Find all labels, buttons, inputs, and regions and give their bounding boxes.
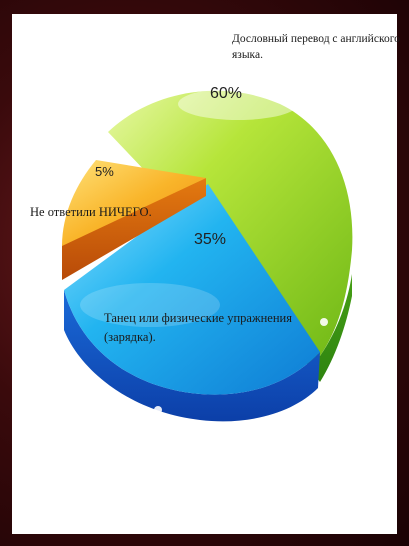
slice-blue	[64, 184, 320, 395]
pct-label-green: 60%	[210, 85, 242, 102]
label-orange: Не ответили НИЧЕГО.	[30, 205, 152, 219]
label-green-line2: языка.	[232, 49, 263, 61]
label-blue-line2: (зарядка).	[104, 330, 156, 344]
slice-orange	[62, 160, 206, 246]
pct-label-blue: 35%	[194, 231, 226, 248]
slice-blue-side	[64, 290, 320, 422]
label-blue-line1: Танец или физические упражнения	[104, 311, 292, 325]
slice-orange-side	[62, 178, 206, 280]
sparkle-1	[320, 318, 328, 326]
pct-label-orange: 5%	[95, 164, 114, 179]
highlight-green	[178, 88, 298, 120]
sparkle-2	[154, 406, 162, 414]
highlight-blue	[80, 283, 220, 327]
label-green-line1: Дословный перевод с английского	[232, 33, 400, 45]
